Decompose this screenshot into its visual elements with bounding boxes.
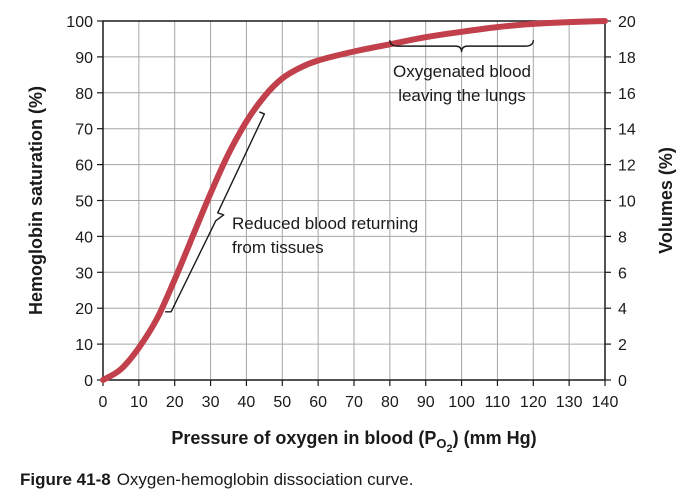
x-tick-label: 10 bbox=[130, 394, 148, 411]
x-tick-label: 30 bbox=[202, 394, 220, 411]
y-tick-label: 50 bbox=[75, 194, 93, 211]
x-tick-label: 20 bbox=[166, 394, 184, 411]
reduced-blood-label: from tissues bbox=[232, 238, 324, 257]
y2-tick-label: 18 bbox=[618, 50, 636, 67]
y2-tick-label: 0 bbox=[618, 373, 627, 390]
y2-tick-label: 12 bbox=[618, 158, 636, 175]
annotations: Oxygenated blood leaving the lungs Reduced… bbox=[165, 40, 534, 313]
y-tick-label: 100 bbox=[66, 14, 93, 31]
figure-label: Figure 41-8 bbox=[20, 470, 111, 489]
x-axis-title-sub-o: O bbox=[436, 436, 446, 451]
y2-tick-label: 16 bbox=[618, 86, 636, 103]
x-tick-label: 100 bbox=[448, 394, 475, 411]
x-axis-title: Pressure of oxygen in blood (PO2) (mm Hg… bbox=[171, 428, 536, 455]
ticks: 0 10 20 30 40 50 60 70 80 90 100 110 120 130 140010203… bbox=[66, 14, 636, 411]
y-tick-label: 70 bbox=[75, 122, 93, 139]
y-tick-label: 60 bbox=[75, 158, 93, 175]
x-tick-label: 80 bbox=[381, 394, 399, 411]
x-tick-label: 70 bbox=[345, 394, 363, 411]
y2-tick-label: 14 bbox=[618, 122, 636, 139]
figure-caption-text: Oxygen-hemoglobin dissociation curve. bbox=[116, 470, 414, 489]
oxygen-dissociation-chart: 0 10 20 30 40 50 60 70 80 90 100 110 120 130 140010203… bbox=[26, 14, 676, 455]
oxygenated-blood-label: leaving the lungs bbox=[398, 86, 526, 105]
curve-layer bbox=[100, 18, 608, 383]
y2-tick-label: 20 bbox=[618, 14, 636, 31]
x-tick-label: 60 bbox=[309, 394, 327, 411]
x-tick-label: 130 bbox=[556, 394, 583, 411]
x-axis-title-suffix: ) (mm Hg) bbox=[453, 428, 537, 448]
y-tick-label: 40 bbox=[75, 229, 93, 246]
x-tick-label: 50 bbox=[273, 394, 291, 411]
oxygenated-blood-label: Oxygenated blood bbox=[393, 62, 531, 81]
x-tick-label: 0 bbox=[99, 394, 108, 411]
x-tick-label: 90 bbox=[417, 394, 435, 411]
x-tick-label: 140 bbox=[592, 394, 619, 411]
y-tick-label: 20 bbox=[75, 301, 93, 318]
x-tick-label: 110 bbox=[485, 394, 511, 411]
y-tick-label: 80 bbox=[75, 86, 93, 103]
y2-tick-label: 8 bbox=[618, 229, 627, 246]
oxygenated-blood-bracket bbox=[389, 40, 534, 53]
reduced-blood-label: Reduced blood returning bbox=[232, 214, 418, 233]
x-tick-label: 120 bbox=[520, 394, 547, 411]
saturation-curve bbox=[100, 18, 608, 383]
y-tick-label: 30 bbox=[75, 265, 93, 282]
x-axis-title-sub-2: 2 bbox=[447, 443, 453, 455]
y2-tick-label: 2 bbox=[618, 337, 627, 354]
y2-tick-label: 10 bbox=[618, 194, 636, 211]
y-axis-title: Hemoglobin saturation (%) bbox=[26, 86, 46, 315]
grid bbox=[103, 21, 605, 380]
y-tick-label: 10 bbox=[75, 337, 93, 354]
reduced-blood-bracket bbox=[165, 111, 266, 313]
y2-axis-title: Volumes (%) bbox=[656, 147, 676, 254]
y-tick-label: 90 bbox=[75, 50, 93, 67]
figure-caption: Figure 41-8 Oxygen-hemoglobin dissociatio… bbox=[20, 470, 413, 490]
y-tick-label: 0 bbox=[84, 373, 93, 390]
y2-tick-label: 4 bbox=[618, 301, 627, 318]
x-tick-label: 40 bbox=[238, 394, 256, 411]
y2-tick-label: 6 bbox=[618, 265, 627, 282]
x-axis-title-prefix: Pressure of oxygen in blood (P bbox=[171, 428, 436, 448]
